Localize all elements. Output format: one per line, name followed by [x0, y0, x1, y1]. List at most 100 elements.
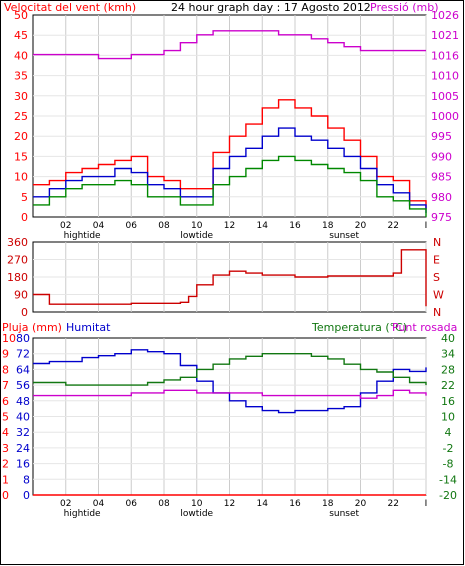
rain-tick-label: 3	[2, 442, 9, 455]
humidity-tick-label: 16	[16, 458, 30, 471]
chart1-title: 24 hour graph day : 17 Agosto 2012	[171, 1, 371, 14]
direction-tick-label: 180	[7, 271, 28, 284]
x-tick-label: 12	[224, 499, 235, 509]
wind-speed-tick-label: 45	[14, 29, 28, 42]
temperature-tick-label: -14	[439, 473, 457, 486]
x-tick-label: 02	[60, 221, 71, 231]
x-tick-label: I	[425, 499, 428, 509]
humidity-tick-label: 56	[16, 379, 30, 392]
dewpoint-axis-label: Punt rosada	[392, 321, 457, 334]
direction-series-line	[33, 249, 427, 307]
x-tick-label: 14	[257, 221, 269, 231]
x-tick-label: 20	[355, 221, 367, 231]
pressure-tick-label: 1000	[431, 110, 459, 123]
pressure-tick-label: 985	[431, 171, 452, 184]
temperature-tick-label: 4	[445, 426, 452, 439]
humidity-tick-label: 8	[23, 473, 30, 486]
temperature-tick-label: 10	[441, 411, 455, 424]
x-tick-label: 18	[322, 499, 334, 509]
wind-speed-tick-label: 10	[14, 171, 28, 184]
x-tick-label: 22	[388, 499, 399, 509]
pressure-tick-label: 1016	[431, 49, 459, 62]
compass-label: N	[433, 306, 441, 319]
compass-label: E	[433, 254, 440, 267]
x-tick-label: 16	[289, 499, 301, 509]
temperature-tick-label: 16	[441, 395, 455, 408]
rain-tick-label: 9	[2, 348, 9, 361]
pressure-tick-label: 1021	[431, 29, 459, 42]
x-tick-label: 06	[126, 221, 138, 231]
humidity-tick-label: 80	[16, 332, 30, 345]
x-tick-label: 12	[224, 221, 235, 231]
rain-tick-label: 4	[2, 426, 9, 439]
wind-speed-tick-label: 50	[14, 9, 28, 22]
direction-tick-label: 0	[21, 306, 28, 319]
x-tick-label: 08	[158, 221, 170, 231]
wind_low-series-line	[33, 155, 427, 217]
x-marker-label: sunset	[329, 231, 359, 241]
pressure-tick-label: 1005	[431, 90, 459, 103]
x-marker-label: lowtide	[180, 231, 213, 241]
x-marker-label: sunset	[329, 509, 359, 519]
wind-speed-tick-label: 25	[14, 110, 28, 123]
compass-label: W	[433, 289, 444, 302]
dewpoint-series-line	[33, 389, 427, 399]
humidity-tick-label: 40	[16, 411, 30, 424]
temperature-tick-label: -20	[439, 489, 457, 502]
wind-speed-tick-label: 30	[14, 90, 28, 103]
x-tick-label: 06	[126, 499, 138, 509]
pressure-axis-label: Pressió (mb)	[370, 1, 439, 14]
x-marker-label: hightide	[64, 509, 101, 519]
temperature-tick-label: -2	[443, 442, 454, 455]
humidity-series-line	[33, 349, 427, 414]
pressure-tick-label: 990	[431, 150, 452, 163]
x-tick-label: 02	[60, 499, 71, 509]
x-marker-label: lowtide	[180, 509, 213, 519]
wind-speed-tick-label: 15	[14, 150, 28, 163]
x-tick-label: 14	[257, 499, 269, 509]
rain-tick-label: 0	[2, 489, 9, 502]
humidity-axis-label: Humitat	[66, 321, 111, 334]
wind-speed-tick-label: 5	[21, 191, 28, 204]
temperature-tick-label: 22	[441, 379, 455, 392]
humidity-tick-label: 24	[16, 442, 30, 455]
pressure-series-line	[33, 30, 426, 60]
rain-tick-label: 10	[2, 332, 16, 345]
x-tick-label: 18	[322, 221, 334, 231]
direction-tick-label: 360	[7, 236, 28, 249]
wind_gust_avg-series-line	[33, 127, 427, 213]
wind-speed-tick-label: 20	[14, 130, 28, 143]
pressure-tick-label: 1010	[431, 70, 459, 83]
wind-speed-tick-label: 35	[14, 70, 28, 83]
pressure-tick-label: 995	[431, 130, 452, 143]
x-tick-label: I	[425, 221, 428, 231]
wind-speed-axis-label: Velocitat del vent (kmh)	[4, 1, 136, 14]
x-tick-label: 16	[289, 221, 301, 231]
humidity-tick-label: 72	[16, 348, 30, 361]
compass-label: S	[433, 271, 440, 284]
rain-tick-label: 6	[2, 395, 9, 408]
temperature-axis-label: Temperatura (°C)	[311, 321, 407, 334]
rain-tick-label: 8	[2, 363, 9, 376]
pressure-tick-label: 975	[431, 211, 452, 224]
x-tick-label: 04	[93, 499, 105, 509]
humidity-tick-label: 48	[16, 395, 30, 408]
temperature-series-line	[33, 353, 427, 386]
direction-tick-label: 270	[7, 254, 28, 267]
x-marker-label: hightide	[64, 231, 101, 241]
wind-speed-tick-label: 40	[14, 49, 28, 62]
rain-axis-label: Pluja (mm)	[2, 321, 62, 334]
compass-label: N	[433, 236, 441, 249]
rain-tick-label: 7	[2, 379, 9, 392]
humidity-tick-label: 64	[16, 363, 30, 376]
temperature-tick-label: 28	[441, 363, 455, 376]
x-tick-label: 22	[388, 221, 399, 231]
wind-speed-tick-label: 0	[21, 211, 28, 224]
wind_speed-series-line	[33, 99, 427, 209]
x-tick-label: 04	[93, 221, 105, 231]
humidity-tick-label: 32	[16, 426, 30, 439]
rain-tick-label: 5	[2, 411, 9, 424]
x-tick-label: 10	[191, 221, 203, 231]
